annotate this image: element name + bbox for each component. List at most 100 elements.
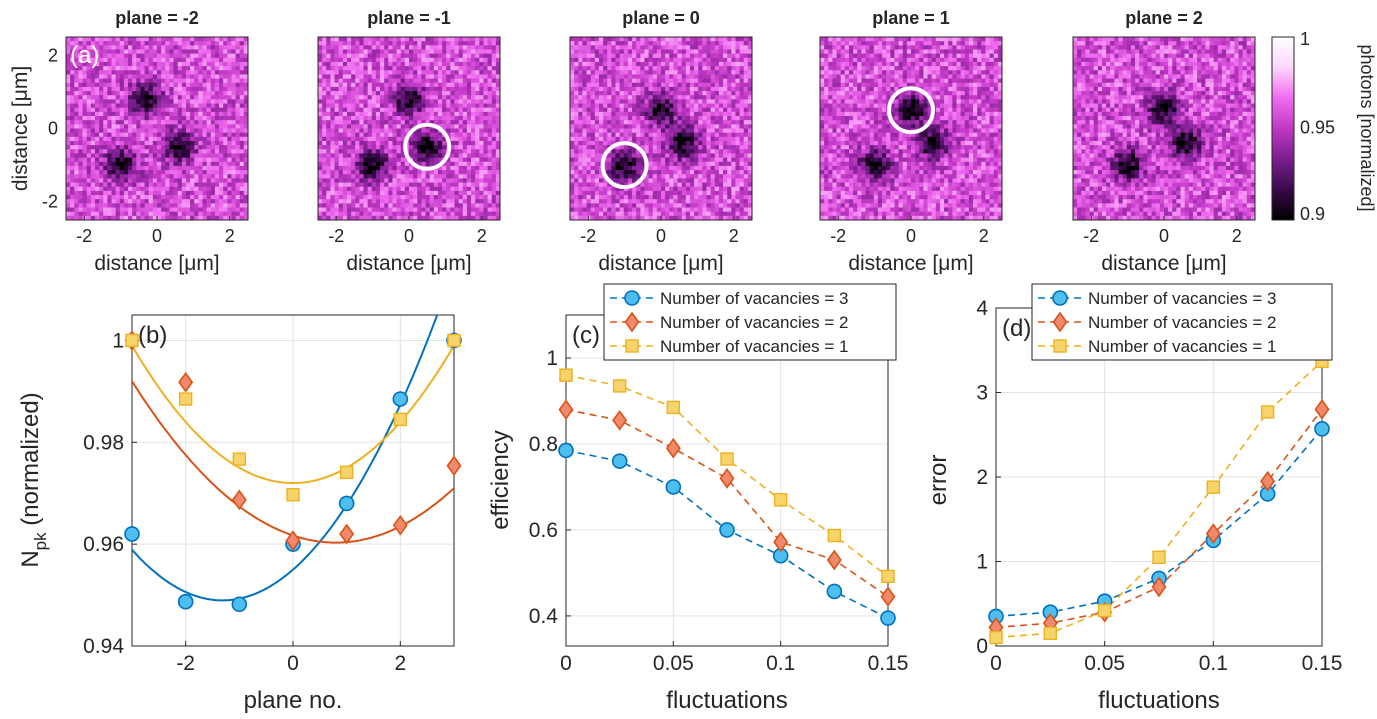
pixel [388, 111, 393, 117]
pixel [190, 82, 195, 88]
pixel [132, 174, 137, 179]
pixel [111, 145, 117, 150]
pixel [359, 57, 364, 63]
pixel [458, 37, 464, 42]
pixel [466, 53, 472, 59]
pixel [78, 174, 83, 179]
pixel [243, 149, 249, 154]
pixel [388, 199, 393, 204]
pixel [640, 86, 645, 92]
pixel [392, 203, 397, 208]
pixel [475, 140, 480, 146]
pixel [458, 149, 464, 154]
pixel [727, 70, 732, 75]
pixel [219, 111, 224, 117]
pixel [479, 136, 484, 142]
pixel [417, 78, 422, 84]
pixel [74, 86, 79, 92]
pixel [185, 91, 191, 96]
pixel [136, 128, 141, 134]
pixel [417, 153, 422, 159]
pixel [743, 124, 749, 129]
pixel [70, 74, 75, 79]
pixel [475, 66, 480, 71]
pixel [165, 149, 170, 154]
pixel [202, 61, 208, 67]
pixel [152, 99, 158, 104]
pixel [483, 99, 488, 104]
pixel [471, 116, 476, 121]
pixel [132, 215, 137, 221]
pixel [330, 174, 335, 179]
pixel [458, 120, 464, 125]
pixel [231, 95, 236, 100]
pixel [173, 182, 179, 188]
pixel [409, 149, 414, 154]
pixel [148, 195, 154, 200]
pixel [723, 107, 728, 113]
pixel [685, 57, 691, 63]
pixel [152, 70, 158, 75]
pixel [371, 161, 377, 167]
pixel [235, 178, 241, 183]
pixel [210, 120, 216, 125]
pixel [648, 103, 654, 109]
pixel [409, 207, 414, 213]
pixel [388, 124, 393, 129]
pixel [652, 49, 658, 55]
pixel [346, 66, 352, 71]
pixel [214, 161, 220, 167]
pixel [714, 120, 720, 125]
pixel [144, 53, 150, 59]
pixel [169, 78, 174, 84]
pixel [243, 120, 249, 125]
pixel [689, 95, 695, 100]
pixel [380, 78, 385, 84]
pixel [632, 124, 637, 129]
pixel [450, 78, 455, 84]
pixel [454, 140, 460, 146]
pixel [433, 215, 439, 221]
pixel [107, 215, 112, 221]
pixel [223, 153, 228, 159]
pixel [450, 103, 455, 109]
pixel [322, 199, 327, 204]
pixel [111, 95, 117, 100]
pixel [421, 174, 426, 179]
pixel [694, 78, 699, 84]
pixel [239, 86, 245, 92]
pixel [417, 99, 422, 104]
pixel [243, 91, 249, 96]
pixel [483, 199, 488, 204]
pixel [380, 82, 385, 88]
pixel [396, 190, 402, 196]
pixel [119, 124, 125, 129]
pixel [466, 161, 472, 167]
pixel [462, 195, 468, 200]
pixel [78, 37, 83, 42]
pixel [140, 41, 145, 46]
pixel [338, 82, 344, 88]
pixel [231, 207, 236, 213]
pixel [479, 178, 484, 183]
pixel [355, 41, 360, 46]
pixel [161, 161, 166, 167]
pixel [479, 78, 484, 84]
pixel [380, 49, 385, 55]
pixel [330, 61, 335, 67]
pixel [640, 111, 645, 117]
pixel [128, 95, 133, 100]
pixel [235, 61, 241, 67]
pixel [198, 207, 203, 213]
pixel [342, 149, 348, 154]
pixel [346, 91, 352, 96]
pixel [103, 99, 108, 104]
pixel [479, 41, 484, 46]
pixel [86, 136, 92, 142]
pixel [330, 203, 335, 208]
pixel [367, 41, 373, 46]
pixel [425, 99, 431, 104]
pixel [677, 86, 683, 92]
pixel [177, 111, 183, 117]
pixel [661, 61, 666, 67]
